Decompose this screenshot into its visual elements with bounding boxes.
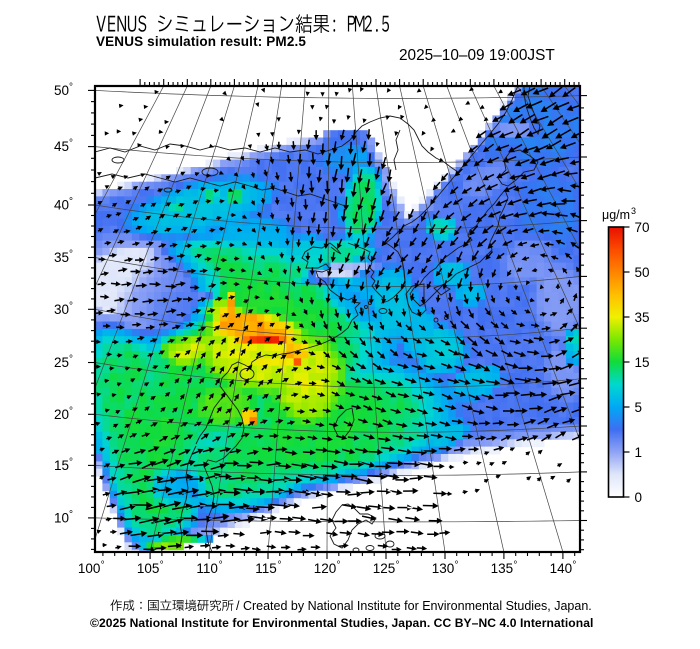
svg-text:35: 35	[54, 250, 69, 265]
svg-text:50: 50	[54, 83, 69, 98]
svg-text:°: °	[219, 560, 223, 571]
svg-text:°: °	[572, 560, 576, 571]
svg-text:°: °	[337, 560, 341, 571]
svg-text:1: 1	[635, 445, 643, 460]
svg-text:°: °	[69, 249, 73, 260]
svg-text:°: °	[69, 82, 73, 93]
svg-text:2025–10–09 19:00JST: 2025–10–09 19:00JST	[399, 47, 555, 64]
svg-text:20: 20	[54, 407, 69, 422]
svg-text:°: °	[69, 457, 73, 468]
svg-text:μg/m: μg/m	[602, 208, 630, 222]
svg-text:°: °	[513, 560, 517, 571]
svg-text:40: 40	[54, 198, 69, 213]
svg-text:°: °	[101, 560, 105, 571]
svg-text:45: 45	[54, 139, 69, 154]
svg-text:120: 120	[314, 561, 337, 576]
svg-text:VENUS simulation result: PM2.5: VENUS simulation result: PM2.5	[96, 34, 306, 49]
svg-text:3: 3	[631, 206, 636, 216]
svg-text:130: 130	[432, 561, 455, 576]
svg-text:°: °	[69, 354, 73, 365]
svg-text:0: 0	[635, 490, 643, 505]
svg-text:°: °	[278, 560, 282, 571]
svg-text:100: 100	[78, 561, 101, 576]
svg-text:°: °	[69, 509, 73, 520]
svg-text:140: 140	[550, 561, 573, 576]
svg-text:°: °	[160, 560, 164, 571]
svg-text:5: 5	[635, 400, 643, 415]
svg-text:110: 110	[196, 561, 218, 576]
svg-text:°: °	[69, 138, 73, 149]
svg-text:50: 50	[635, 265, 650, 280]
svg-text:135: 135	[491, 561, 514, 576]
svg-text:°: °	[69, 406, 73, 417]
svg-text:/ Created by National Institut: / Created by National Institute for Envi…	[236, 599, 592, 613]
svg-text:°: °	[69, 301, 73, 312]
svg-text:125: 125	[373, 561, 396, 576]
svg-text:25: 25	[54, 355, 69, 370]
svg-text:15: 15	[54, 458, 69, 473]
svg-text:30: 30	[54, 302, 69, 317]
svg-text:35: 35	[635, 310, 650, 325]
svg-text:15: 15	[635, 355, 650, 370]
svg-text:°: °	[396, 560, 400, 571]
svg-text:105: 105	[137, 561, 160, 576]
svg-text:°: °	[455, 560, 459, 571]
svg-text:70: 70	[635, 220, 650, 235]
svg-text:°: °	[69, 197, 73, 208]
svg-text:115: 115	[255, 561, 277, 576]
svg-text:©2025 National Institute for E: ©2025 National Institute for Environment…	[90, 616, 593, 630]
svg-text:10: 10	[54, 510, 69, 525]
